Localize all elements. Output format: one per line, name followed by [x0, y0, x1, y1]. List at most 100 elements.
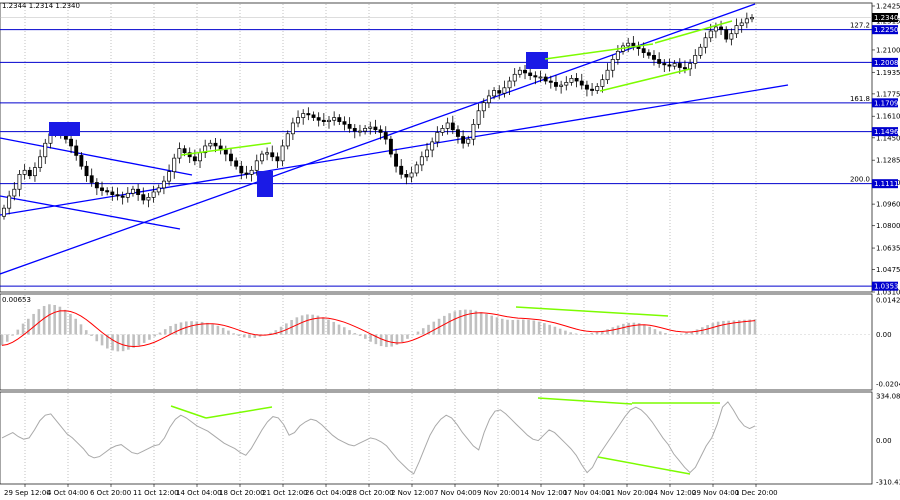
candle-body — [167, 171, 172, 182]
candle-body — [724, 29, 729, 40]
candle-body — [131, 188, 135, 194]
candle-body — [538, 76, 543, 79]
candle-body — [554, 82, 558, 87]
candle-body — [105, 190, 110, 193]
divergence-line — [544, 43, 654, 60]
candle-body — [22, 169, 27, 175]
candle-body — [641, 48, 646, 54]
candle-body — [270, 152, 275, 158]
candle-body — [332, 117, 337, 121]
candle-body — [43, 142, 48, 158]
candle-body — [275, 156, 280, 162]
price-y-tick: 1.0635 — [876, 245, 900, 253]
panel-frame — [0, 391, 873, 485]
candle-body — [486, 95, 491, 104]
candle-body — [590, 88, 595, 91]
cci-line — [1, 401, 756, 475]
candle-body — [450, 122, 455, 131]
candle-body — [311, 114, 316, 118]
candle-body — [12, 188, 17, 197]
level-tag-label: 1.1111 — [874, 180, 899, 188]
cci-divergence-line — [537, 397, 633, 405]
candle-body — [239, 165, 244, 174]
candle-body — [615, 50, 620, 60]
panel-frame — [0, 2, 873, 293]
x-axis-label: 14 Oct 04:00 — [176, 489, 222, 497]
candle-body — [280, 145, 285, 162]
candle-body — [234, 160, 239, 167]
candle-body — [198, 152, 202, 162]
candle-body — [363, 128, 368, 132]
price-y-tick: 1.2100 — [876, 46, 900, 54]
x-axis-label: 24 Nov 12:00 — [649, 489, 696, 497]
candle-body — [425, 149, 429, 158]
candle-body — [115, 194, 120, 197]
x-axis-label: 21 Nov 20:00 — [606, 489, 653, 497]
x-axis-label: 1 Dec 20:00 — [735, 489, 778, 497]
candle-body — [497, 90, 502, 94]
x-axis-label: 2 Nov 12:00 — [391, 489, 434, 497]
candle-body — [523, 69, 527, 74]
candle-body — [729, 33, 734, 40]
candle-body — [713, 26, 718, 32]
candle-body — [368, 126, 373, 129]
candle-body — [605, 69, 610, 81]
candle-body — [744, 18, 749, 24]
candle-body — [435, 132, 440, 143]
last-price-tag — [872, 12, 898, 22]
level-tag-label: 1.1496 — [874, 128, 899, 136]
candle-body — [667, 64, 672, 67]
candle-body — [456, 129, 460, 137]
candle-body — [161, 180, 166, 189]
divergence-line — [180, 142, 272, 156]
candle-body — [750, 17, 754, 20]
candle-body — [192, 156, 197, 162]
macd-title: 0.00653 — [2, 296, 31, 304]
candle-body — [461, 136, 466, 144]
candle-body — [306, 113, 311, 116]
divergence-line — [654, 20, 733, 44]
x-axis-label: 28 Oct 20:00 — [348, 489, 394, 497]
candle-body — [151, 191, 156, 198]
candle-body — [646, 52, 651, 56]
candle-body — [445, 122, 450, 129]
candle-body — [89, 175, 94, 183]
candle-body — [357, 130, 362, 133]
highlight-box — [49, 122, 80, 136]
candle-body — [466, 138, 471, 144]
macd-y-tick: 0.01427 — [876, 297, 900, 305]
candle-body — [574, 77, 579, 82]
candle-body — [172, 157, 177, 173]
candle-body — [600, 79, 605, 87]
candle-body — [203, 145, 208, 154]
price-y-tick: 1.0475 — [876, 266, 900, 274]
highlight-box — [257, 171, 273, 197]
candle-body — [265, 152, 270, 155]
candle-body — [296, 117, 300, 124]
candle-body — [388, 138, 393, 155]
level-fib-percent: 161.8 — [850, 95, 870, 103]
level-fib-percent: 200.0 — [850, 176, 870, 184]
candle-body — [38, 156, 43, 168]
candle-body — [342, 121, 347, 125]
candle-body — [414, 164, 419, 174]
candle-body — [177, 148, 182, 159]
candle-body — [229, 153, 233, 162]
price-y-tick: 1.2425 — [876, 3, 900, 11]
candle-body — [584, 84, 589, 90]
cci-divergence-line — [205, 406, 273, 419]
candle-body — [688, 63, 693, 70]
candle-body — [719, 26, 723, 31]
candle-body — [507, 80, 512, 89]
candle-body — [404, 174, 409, 178]
price-y-tick: 1.0800 — [876, 222, 900, 230]
candle-body — [476, 110, 481, 125]
candle-body — [734, 25, 739, 35]
x-axis-label: 21 Oct 12:00 — [262, 489, 308, 497]
level-tag — [872, 25, 898, 35]
divergence-line — [599, 68, 691, 92]
candle-body — [631, 42, 636, 47]
candle-body — [84, 165, 89, 177]
price-y-tick: 1.1285 — [876, 157, 900, 165]
